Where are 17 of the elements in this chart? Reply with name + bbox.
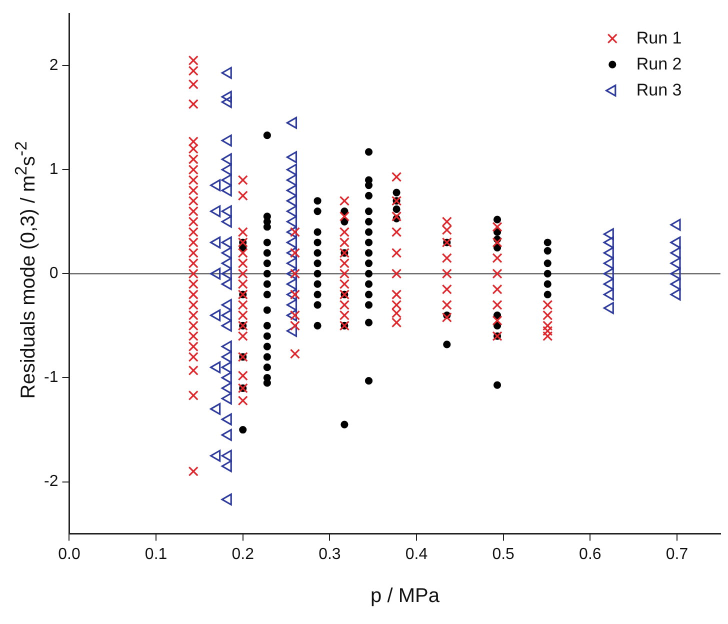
x-tick-label: 0.7	[666, 546, 688, 563]
y-tick-label: -2	[44, 473, 58, 490]
legend-label: Run 2	[636, 54, 682, 74]
y-tick-label: 2	[49, 57, 58, 74]
x-tick-label: 0.6	[579, 546, 602, 563]
x-tick-label: 0.5	[492, 546, 515, 563]
x-axis-title: p / MPa	[370, 585, 440, 608]
x-tick-label: 0.1	[144, 546, 168, 563]
y-tick-label: 1	[49, 161, 58, 178]
x-tick-label: 0.4	[405, 546, 428, 563]
y-tick-label: -1	[44, 369, 58, 386]
legend-label: Run 3	[636, 80, 682, 100]
x-tick-label: 0.2	[232, 546, 254, 563]
x-tick-label: 0.3	[318, 546, 341, 563]
y-tick-label: 0	[49, 265, 58, 282]
x-tick-label: 0.0	[58, 546, 80, 563]
legend-label: Run 1	[636, 28, 682, 48]
